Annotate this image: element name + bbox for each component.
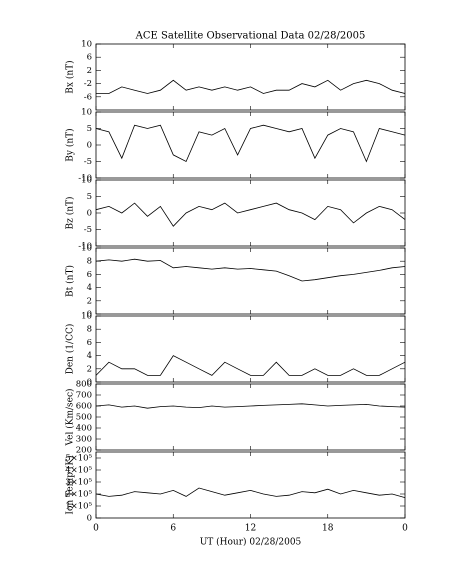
y-tick-label: 200 [76,446,92,456]
y-tick-label: 0 [87,209,92,219]
y-tick-label: -6 [84,92,92,102]
data-line [95,124,406,163]
y-axis-label: By (nT) [65,128,76,161]
y-tick-label: 3×10⁵ [65,478,92,488]
y-tick-label: 0 [87,378,92,388]
y-tick-label: 8 [87,257,92,267]
y-tick-label: 700 [76,391,92,401]
y-tick-label: 5×10⁵ [65,454,92,464]
y-tick-label: 2 [87,364,92,374]
panel-frame [95,383,406,451]
panel-frame [95,43,406,111]
data-line [95,355,406,376]
y-tick-label: 10 [81,108,92,118]
data-line [95,403,406,409]
y-tick-label: -5 [84,225,92,235]
y-axis-label: Vel (Km/sec) [65,388,76,446]
y-axis-label: Ion Temp (K) [65,455,76,514]
y-tick-label: 2×10⁵ [65,490,92,500]
y-tick-label: 0 [87,514,92,524]
x-tick-label: 18 [322,524,334,534]
panel-frame [95,451,406,519]
y-axis-label: Bt (nT) [65,265,76,297]
y-tick-label: -2 [84,79,92,89]
panel-frame [95,315,406,383]
y-axis-label: Bz (nT) [65,196,76,229]
y-tick-label: 4 [87,283,92,293]
y-tick-label: 5 [87,192,92,202]
y-tick-label: 600 [76,402,92,412]
y-axis-label: Den (1/CC) [65,324,76,375]
x-tick-label: 6 [170,524,176,534]
y-tick-label: 2 [87,296,92,306]
panel-frame [95,111,406,179]
y-tick-label: 4×10⁵ [65,466,92,476]
y-tick-label: 500 [76,413,92,423]
x-axis-label: UT (Hour) 02/28/2005 [200,537,302,548]
x-tick-label: 12 [245,524,256,534]
y-axis-label: Bx (nT) [65,60,76,93]
panel-frame [95,179,406,247]
data-line [95,258,406,282]
y-tick-label: 400 [76,424,92,434]
y-tick-label: 300 [76,435,92,445]
y-tick-label: 10 [81,40,92,50]
x-tick-label: 0 [402,524,408,534]
y-tick-label: 6 [87,270,92,280]
y-tick-label: -10 [78,174,92,184]
y-tick-label: 10 [81,312,92,322]
y-tick-label: 10 [81,244,92,254]
y-tick-label: 8 [87,325,92,335]
data-line [95,202,406,227]
panel-frame [95,247,406,315]
y-tick-label: 6 [87,53,92,63]
y-tick-label: 0 [87,310,92,320]
y-tick-label: 5 [87,124,92,134]
y-tick-label: 6 [87,338,92,348]
y-tick-label: 800 [76,380,92,390]
chart-title: ACE Satellite Observational Data 02/28/2… [135,31,366,42]
y-tick-label: 4 [87,351,92,361]
x-tick-label: 0 [93,524,99,534]
y-tick-label: 0 [87,141,92,151]
y-tick-label: 1×10⁵ [65,502,92,512]
y-tick-label: -10 [78,242,92,252]
data-line [96,79,406,94]
y-tick-label: 10 [81,176,92,186]
data-line [95,487,406,498]
y-tick-label: -5 [84,157,92,167]
y-tick-label: 2 [87,66,92,76]
